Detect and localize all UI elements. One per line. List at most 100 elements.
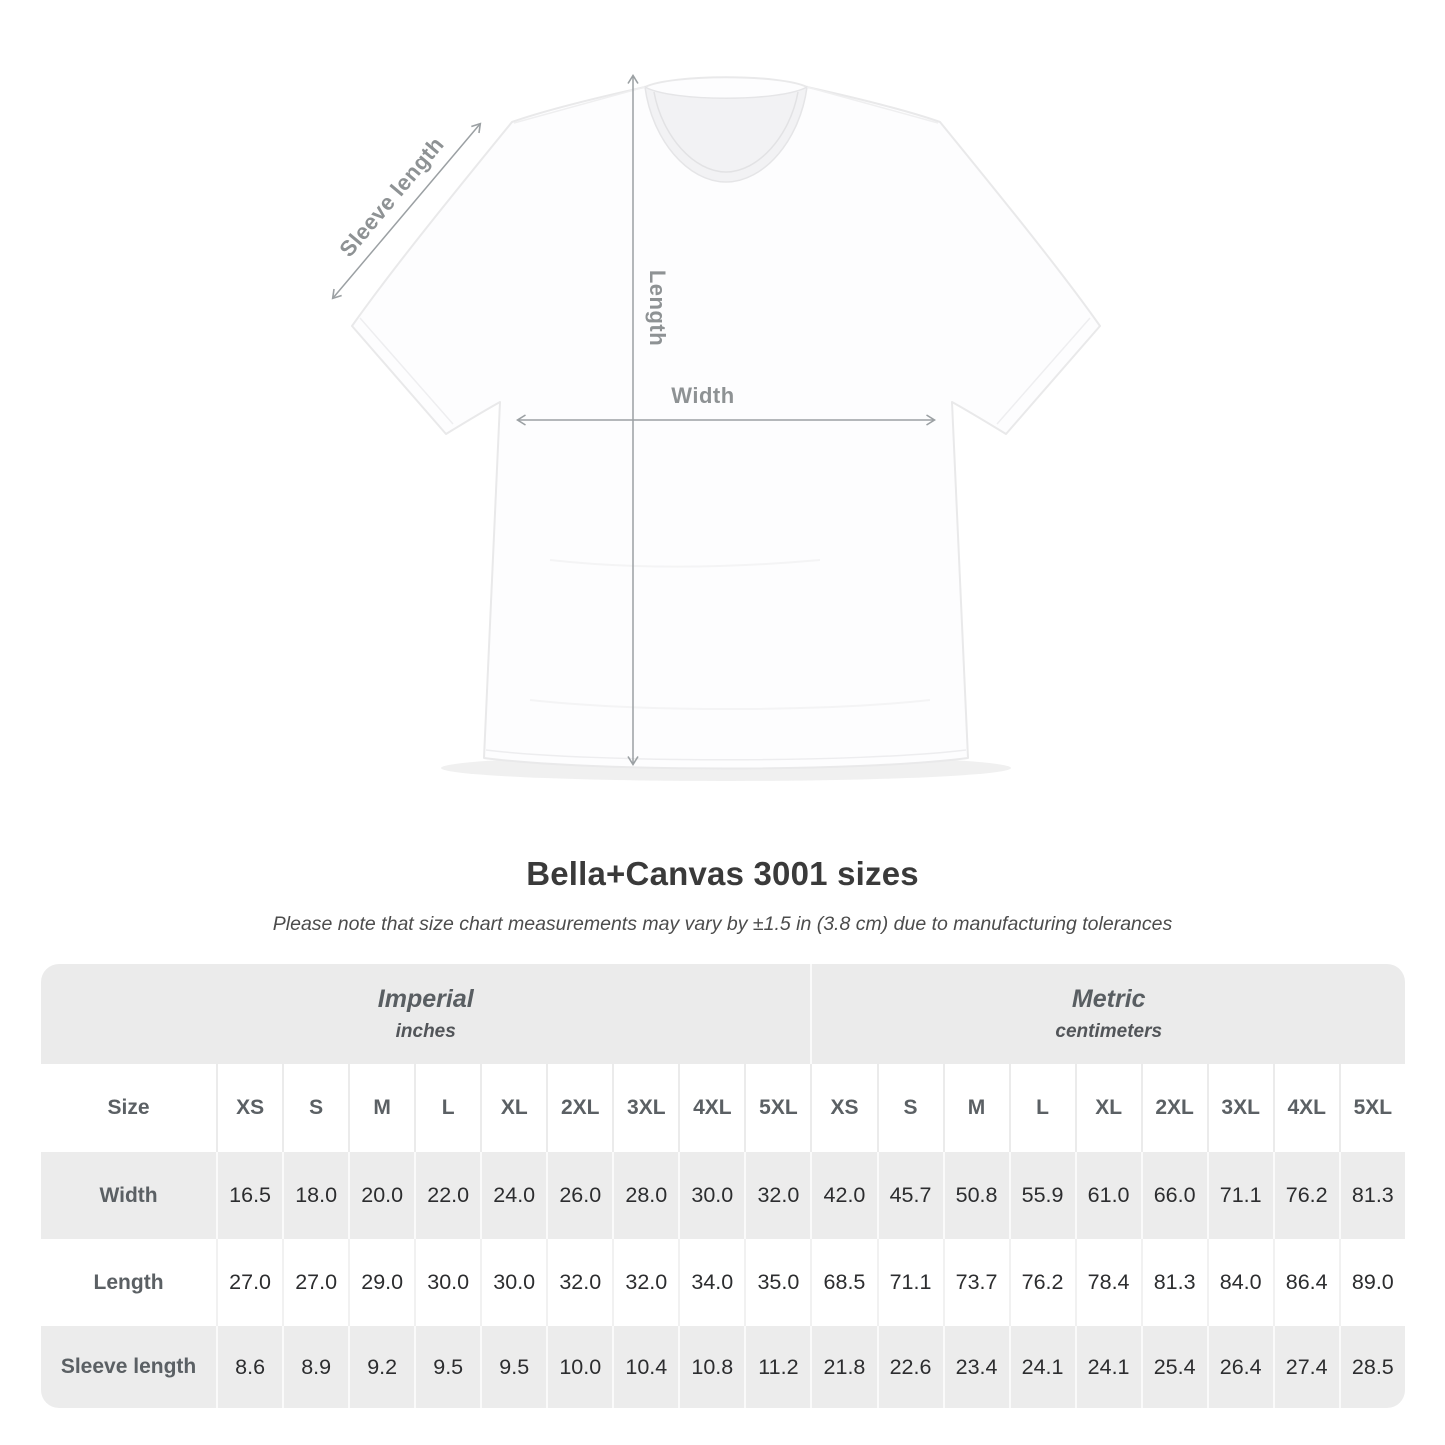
imperial-unit-label: inches	[395, 1021, 456, 1042]
size-col-header: 2XL	[546, 1064, 613, 1152]
measurement-cell: 10.4	[612, 1326, 679, 1408]
measurement-cell: 9.2	[348, 1326, 415, 1408]
measurement-cell: 11.2	[744, 1326, 811, 1408]
measurement-cell: 23.4	[942, 1326, 1009, 1408]
measurement-cell: 68.5	[810, 1239, 877, 1326]
shoulder-seam-right	[806, 86, 939, 124]
measurement-cell: 20.0	[348, 1152, 415, 1239]
wrinkle-line	[529, 699, 931, 710]
collar-stitch	[653, 91, 799, 173]
measurement-cell: 32.0	[744, 1152, 811, 1239]
measurement-cell: 50.8	[942, 1152, 1009, 1239]
measurement-cell: 84.0	[1206, 1239, 1273, 1326]
measurement-cell: 78.4	[1074, 1239, 1141, 1326]
size-col-header: S	[282, 1064, 349, 1152]
measurement-cell: 32.0	[612, 1239, 679, 1326]
size-col-header: M	[942, 1064, 1009, 1152]
cuff-stitch-right	[996, 317, 1091, 425]
measurement-cell: 9.5	[480, 1326, 547, 1408]
measurement-cell: 30.0	[480, 1239, 547, 1326]
measurement-cell: 30.0	[678, 1152, 745, 1239]
measurement-cell: 26.4	[1206, 1326, 1273, 1408]
size-col-header: XS	[810, 1064, 877, 1152]
measurement-cell: 10.8	[678, 1326, 745, 1408]
measurement-cell: 30.0	[414, 1239, 481, 1326]
size-col-header: XL	[480, 1064, 547, 1152]
size-col-header: 3XL	[612, 1064, 679, 1152]
measurement-cell: 24.1	[1008, 1326, 1075, 1408]
wrinkle-line	[549, 559, 821, 568]
measurement-cell: 61.0	[1074, 1152, 1141, 1239]
measurement-cell: 81.3	[1338, 1152, 1405, 1239]
measurement-row: Length 27.0 27.0 29.0 30.0 30.0 32.0 32.0 34.0 35…	[41, 1239, 1405, 1326]
size-col-header: XS	[216, 1064, 283, 1152]
measurement-cell: 71.1	[876, 1239, 943, 1326]
measurement-cell: 10.0	[546, 1326, 613, 1408]
measurement-cell: 27.0	[282, 1239, 349, 1326]
size-col-header: L	[1008, 1064, 1075, 1152]
collar-opening	[644, 85, 808, 183]
measurement-cell: 55.9	[1008, 1152, 1075, 1239]
measurement-cell: 32.0	[546, 1239, 613, 1326]
measurement-cell: 24.1	[1074, 1326, 1141, 1408]
measurement-cell: 22.0	[414, 1152, 481, 1239]
unit-group-row: Imperial inches Metric centimeters	[41, 964, 1405, 1064]
measurement-cell: 81.3	[1140, 1239, 1207, 1326]
measurement-row-label: Sleeve length	[41, 1326, 217, 1408]
measurement-cell: 27.0	[216, 1239, 283, 1326]
measurement-cell: 89.0	[1338, 1239, 1405, 1326]
measurement-row-label: Length	[41, 1239, 217, 1326]
measurement-cell: 8.6	[216, 1326, 283, 1408]
hem-stitch	[485, 749, 967, 761]
page-title: Bella+Canvas 3001 sizes	[526, 855, 919, 892]
measurement-cell: 42.0	[810, 1152, 877, 1239]
measurement-row: Sleeve length 8.6 8.9 9.2 9.5 9.5 10.0 10.4 10.8…	[41, 1326, 1405, 1408]
measurement-cell: 22.6	[876, 1326, 943, 1408]
measurement-cell: 71.1	[1206, 1152, 1273, 1239]
size-col-header: 3XL	[1206, 1064, 1273, 1152]
size-col-header: 5XL	[1338, 1064, 1405, 1152]
sleeve-length-arrow	[331, 122, 482, 300]
measurement-cell: 8.9	[282, 1326, 349, 1408]
measurement-cell: 28.0	[612, 1152, 679, 1239]
measurement-cell: 76.2	[1272, 1152, 1339, 1239]
size-col-header: M	[348, 1064, 415, 1152]
measurement-cell: 29.0	[348, 1239, 415, 1326]
measurement-cell: 28.5	[1338, 1326, 1405, 1408]
measurement-cell: 26.0	[546, 1152, 613, 1239]
length-label: Length	[645, 269, 670, 347]
size-col-header: 4XL	[1272, 1064, 1339, 1152]
measurement-row-label: Width	[41, 1152, 217, 1239]
shoulder-seam-left	[513, 86, 646, 124]
metric-group-header: Metric centimeters	[810, 964, 1405, 1064]
size-table: Imperial inches Metric centimeters Size …	[41, 964, 1405, 1408]
measurement-row: Width 16.5 18.0 20.0 22.0 24.0 26.0 28.0 30.0 32.…	[41, 1152, 1405, 1239]
size-col-header: 4XL	[678, 1064, 745, 1152]
tshirt-illustration	[331, 73, 1101, 781]
measurement-cell: 35.0	[744, 1239, 811, 1326]
imperial-label: Imperial	[377, 985, 474, 1013]
measurement-cell: 27.4	[1272, 1326, 1339, 1408]
measurement-cell: 16.5	[216, 1152, 283, 1239]
measurement-cell: 18.0	[282, 1152, 349, 1239]
measurement-cell: 73.7	[942, 1239, 1009, 1326]
measurement-cell: 86.4	[1272, 1239, 1339, 1326]
tolerance-note: Please note that size chart measurements…	[272, 913, 1173, 935]
measurement-cell: 34.0	[678, 1239, 745, 1326]
size-col-header: XL	[1074, 1064, 1141, 1152]
size-col-header: 5XL	[744, 1064, 811, 1152]
measurement-cell: 24.0	[480, 1152, 547, 1239]
measurement-cell: 25.4	[1140, 1326, 1207, 1408]
measurement-cell: 45.7	[876, 1152, 943, 1239]
imperial-group-header: Imperial inches	[41, 964, 811, 1064]
size-col-header: S	[876, 1064, 943, 1152]
measurement-cell: 21.8	[810, 1326, 877, 1408]
cuff-stitch-left	[359, 317, 454, 425]
size-col-header: L	[414, 1064, 481, 1152]
measurement-cell: 9.5	[414, 1326, 481, 1408]
metric-label: Metric	[1071, 985, 1146, 1013]
width-label: Width	[671, 383, 735, 408]
size-header-row: Size XS S M L XL 2XL 3XL 4XL 5XL XS S M L XL 2XL 3XL 4XL…	[41, 1064, 1405, 1152]
size-col-header: 2XL	[1140, 1064, 1207, 1152]
